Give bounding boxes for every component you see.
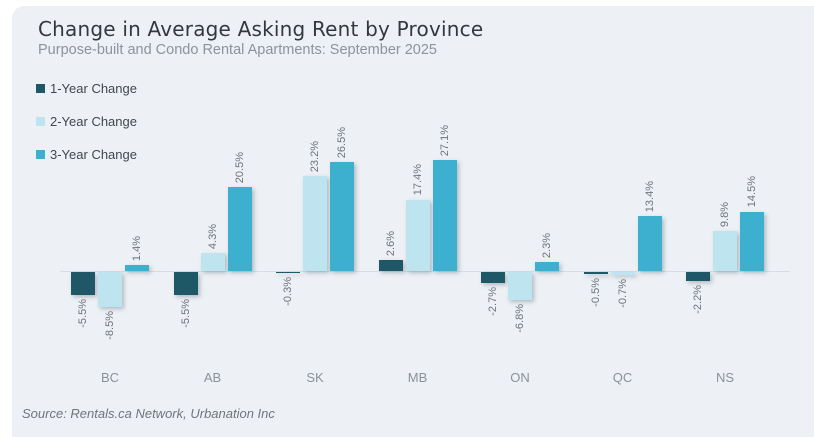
bar-value-label: -5.5%: [77, 298, 89, 328]
x-axis-label-mb: MB: [407, 370, 428, 385]
legend-label: 3-Year Change: [50, 146, 137, 162]
bar-value-label: -6.8%: [514, 303, 526, 333]
bar-1-year-change-bc: [71, 272, 95, 295]
bar-value-label: 17.4%: [411, 164, 424, 196]
bar-1-year-change-on: [481, 272, 505, 284]
bar-value-label: 20.5%: [233, 151, 246, 183]
bar-value-label: -2.7%: [487, 287, 499, 316]
bar-1-year-change-ab: [173, 272, 198, 295]
bar-value-label: 13.4%: [643, 180, 656, 213]
legend-item: 1-Year Change: [36, 79, 137, 97]
bar-2-year-change-ab: [200, 253, 225, 271]
bar-1-year-change-mb: [378, 260, 403, 271]
chart-title: Change in Average Asking Rent by Provinc…: [38, 17, 484, 41]
bar-value-label: -5.5%: [179, 298, 192, 328]
bar-2-year-change-mb: [405, 199, 430, 271]
bar-value-label: 4.3%: [206, 224, 219, 250]
chart-card: Change in Average Asking Rent by Provinc…: [12, 6, 814, 437]
bar-value-label: 14.5%: [746, 176, 758, 208]
x-axis-label-sk: SK: [306, 370, 324, 385]
bar-1-year-change-sk: [276, 272, 300, 274]
bar-value-label: -0.3%: [282, 277, 294, 306]
bar-value-label: -2.2%: [692, 285, 704, 314]
bar-value-label: 9.8%: [719, 201, 731, 227]
plot-area: -5.5% -8.5% 1.4% -5.5% 4.3% 20.5% -0.3% 23.2% 26…: [50, 95, 790, 345]
bar-3-year-change-qc: [637, 216, 662, 271]
x-axis-label-ns: NS: [715, 370, 735, 385]
x-axis-label-on: ON: [510, 370, 530, 385]
bar-value-label: -0.7%: [616, 278, 629, 308]
legend-label: 2-Year Change: [50, 113, 137, 129]
bar-3-year-change-ns: [740, 211, 764, 271]
x-axis: BC AB SK MB ON QC NS: [50, 370, 790, 390]
bar-2-year-change-on: [508, 272, 532, 300]
zero-axis-line: [60, 271, 790, 272]
bar-3-year-change-sk: [330, 162, 354, 271]
bar-2-year-change-qc: [610, 272, 635, 275]
bar-1-year-change-ns: [686, 272, 710, 282]
legend-label: 1-Year Change: [50, 80, 137, 96]
legend: 1-Year Change 2-Year Change 3-Year Change: [36, 79, 137, 178]
bar-3-year-change-ab: [227, 186, 252, 271]
legend-item: 2-Year Change: [36, 112, 137, 130]
bar-3-year-change-on: [535, 261, 559, 271]
bar-value-label: 1.4%: [131, 236, 143, 262]
bar-value-label: 27.1%: [438, 124, 451, 156]
bar-3-year-change-bc: [125, 265, 149, 271]
bar-value-label: 2.6%: [384, 231, 397, 257]
legend-swatch: [36, 149, 45, 159]
bar-1-year-change-qc: [583, 272, 608, 275]
x-axis-label-bc: BC: [100, 370, 120, 385]
bar-value-label: 26.5%: [336, 127, 348, 159]
bar-value-label: 23.2%: [309, 140, 321, 172]
bar-value-label: -0.5%: [589, 278, 602, 307]
source-note: Source: Rentals.ca Network, Urbanation I…: [22, 406, 275, 421]
bar-2-year-change-ns: [713, 230, 737, 271]
legend-swatch: [36, 116, 45, 126]
bar-2-year-change-bc: [98, 272, 122, 307]
x-axis-label-ab: AB: [203, 370, 222, 385]
bar-2-year-change-sk: [303, 175, 327, 271]
x-axis-label-qc: QC: [612, 370, 633, 385]
bar-value-label: -8.5%: [104, 310, 116, 340]
bar-value-label: 2.3%: [541, 232, 553, 258]
chart-subtitle: Purpose-built and Condo Rental Apartment…: [38, 42, 437, 58]
legend-swatch: [36, 83, 45, 93]
legend-item: 3-Year Change: [36, 145, 137, 163]
bar-3-year-change-mb: [432, 159, 457, 271]
